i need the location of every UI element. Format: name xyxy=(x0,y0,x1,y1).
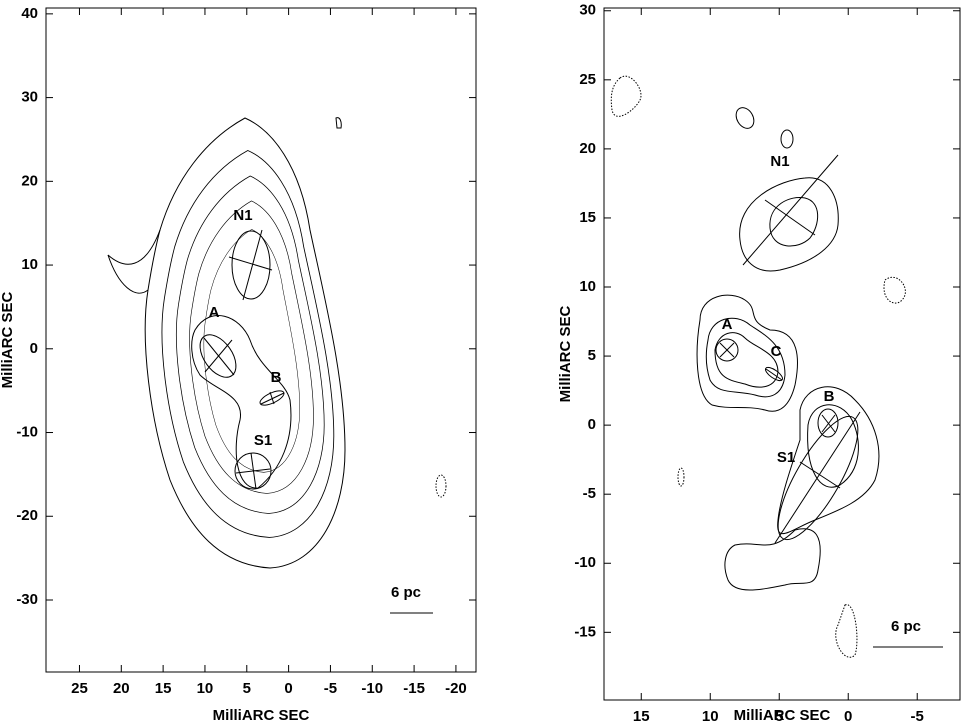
annotation: A xyxy=(722,316,733,333)
x-tick-label: -5 xyxy=(324,680,337,697)
annotation: N1 xyxy=(770,153,789,170)
x-tick-label: -10 xyxy=(361,680,383,697)
y-tick-label: -30 xyxy=(16,591,38,608)
y-tick-label: 30 xyxy=(579,2,596,19)
scale-label: 6 pc xyxy=(891,618,921,635)
x-tick-label: 0 xyxy=(284,680,292,697)
x-tick-label: -5 xyxy=(911,708,924,724)
scale-label: 6 pc xyxy=(391,584,421,601)
x-tick-label: -15 xyxy=(403,680,425,697)
y-tick-label: -20 xyxy=(16,507,38,524)
x-axis-label: MilliARC SEC xyxy=(213,707,310,724)
plot-frame xyxy=(45,7,477,673)
annotation: B xyxy=(824,388,835,405)
x-tick-label: 5 xyxy=(775,708,783,724)
y-axis-label: MilliARC SEC xyxy=(557,306,574,403)
y-tick-label: 40 xyxy=(21,5,38,22)
x-tick-label: 0 xyxy=(844,708,852,724)
annotation: A xyxy=(209,304,220,321)
annotation: S1 xyxy=(254,432,272,449)
x-axis-label: MilliARC SEC xyxy=(734,707,831,724)
y-tick-label: 20 xyxy=(579,140,596,157)
x-tick-label: 15 xyxy=(633,708,650,724)
y-tick-label: 5 xyxy=(588,347,596,364)
x-tick-label: 5 xyxy=(243,680,251,697)
annotation: C xyxy=(771,343,782,360)
y-tick-label: -10 xyxy=(16,423,38,440)
x-tick-label: 10 xyxy=(702,708,719,724)
annotation: B xyxy=(271,369,282,386)
plot-frame xyxy=(603,7,961,701)
x-tick-label: 10 xyxy=(197,680,214,697)
y-tick-label: 0 xyxy=(30,340,38,357)
contours-right xyxy=(610,75,943,658)
y-tick-label: 30 xyxy=(21,89,38,106)
y-tick-label: -15 xyxy=(574,623,596,640)
y-tick-label: -5 xyxy=(583,485,596,502)
y-tick-label: -10 xyxy=(574,554,596,571)
x-tick-label: 25 xyxy=(71,680,88,697)
x-tick-label: 20 xyxy=(113,680,130,697)
y-tick-label: 20 xyxy=(21,172,38,189)
contours-left xyxy=(107,117,447,614)
y-tick-label: 10 xyxy=(21,256,38,273)
annotation: S1 xyxy=(777,449,795,466)
x-tick-label: 15 xyxy=(155,680,172,697)
y-tick-label: 10 xyxy=(579,278,596,295)
x-tick-label: -20 xyxy=(445,680,467,697)
y-tick-label: 25 xyxy=(579,71,596,88)
annotation: N1 xyxy=(233,207,252,224)
y-axis-label: MilliARC SEC xyxy=(0,292,16,389)
y-tick-label: 0 xyxy=(588,416,596,433)
y-tick-label: 15 xyxy=(579,209,596,226)
